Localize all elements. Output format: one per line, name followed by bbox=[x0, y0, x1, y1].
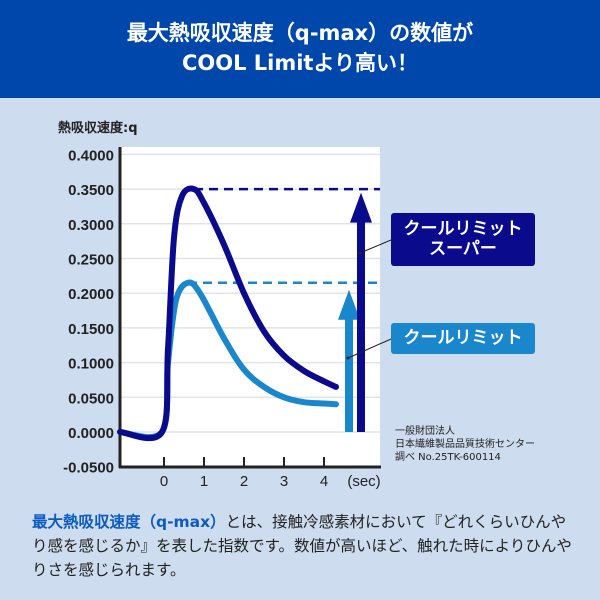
label-super-line-1: クールリミット bbox=[403, 219, 523, 239]
y-tick-label: 0.1000 bbox=[68, 356, 114, 373]
y-axis-label: 熱吸収速度:q bbox=[58, 121, 138, 136]
connector-dot bbox=[346, 356, 350, 360]
header-banner: 最大熱吸収速度（q-max）の数値が COOL Limitより高い！ bbox=[0, 0, 600, 98]
source-note: 一般財団法人 日本繊維製品品質技術センター 調べ No.25TK-600114 bbox=[395, 425, 535, 464]
label-cool-limit: クールリミット bbox=[391, 323, 535, 354]
source-line-1: 一般財団法人 bbox=[395, 426, 455, 437]
y-tick-label: 0.0000 bbox=[68, 425, 114, 442]
y-tick-label: 0.1500 bbox=[68, 321, 114, 338]
y-tick-label: 0.4000 bbox=[68, 147, 114, 164]
x-tick-label: 4 bbox=[320, 473, 328, 490]
description-text: とは、接触冷感素材において『どれくらいひんやり感を感じるか』を表した指数です。数… bbox=[32, 513, 572, 579]
series-line-cool-limit-super bbox=[117, 185, 339, 442]
connector-dot bbox=[358, 251, 362, 255]
x-tick-label: 2 bbox=[240, 473, 248, 490]
x-tick-label: 3 bbox=[280, 473, 288, 490]
label-cool-limit-super: クールリミット スーパー bbox=[391, 213, 535, 266]
y-tick-label: 0.2000 bbox=[68, 286, 114, 303]
y-tick-label: 0.0500 bbox=[68, 390, 114, 407]
x-axis-label: (sec) bbox=[347, 473, 380, 490]
y-tick-label: 0.3000 bbox=[68, 217, 114, 234]
y-tick-label: -0.0500 bbox=[63, 460, 114, 477]
x-tick-label: 0 bbox=[160, 473, 168, 490]
description: 最大熱吸収速度（q-max）とは、接触冷感素材において『どれくらいひんやり感を感… bbox=[32, 510, 577, 582]
connector-cool bbox=[347, 338, 392, 359]
label-super-line-2: スーパー bbox=[429, 239, 497, 259]
y-tick-label: 0.2500 bbox=[68, 252, 114, 269]
arrow-cool-limit-shaft bbox=[345, 311, 353, 432]
arrow-cool-limit-head bbox=[338, 289, 360, 320]
x-tick-label: 1 bbox=[200, 473, 208, 490]
description-highlight: 最大熱吸収速度（q-max） bbox=[32, 513, 226, 531]
header-line-2: COOL Limitより高い！ bbox=[181, 51, 419, 75]
y-tick-label: 0.3500 bbox=[68, 182, 114, 199]
header-line-1: 最大熱吸収速度（q-max）の数値が bbox=[126, 21, 474, 45]
source-line-3: 調べ No.25TK-600114 bbox=[395, 452, 501, 463]
arrow-cool-limit-super-head bbox=[350, 192, 372, 223]
connector-super bbox=[359, 239, 392, 254]
arrow-cool-limit-super-shaft bbox=[357, 214, 365, 432]
source-line-2: 日本繊維製品品質技術センター bbox=[395, 439, 535, 450]
